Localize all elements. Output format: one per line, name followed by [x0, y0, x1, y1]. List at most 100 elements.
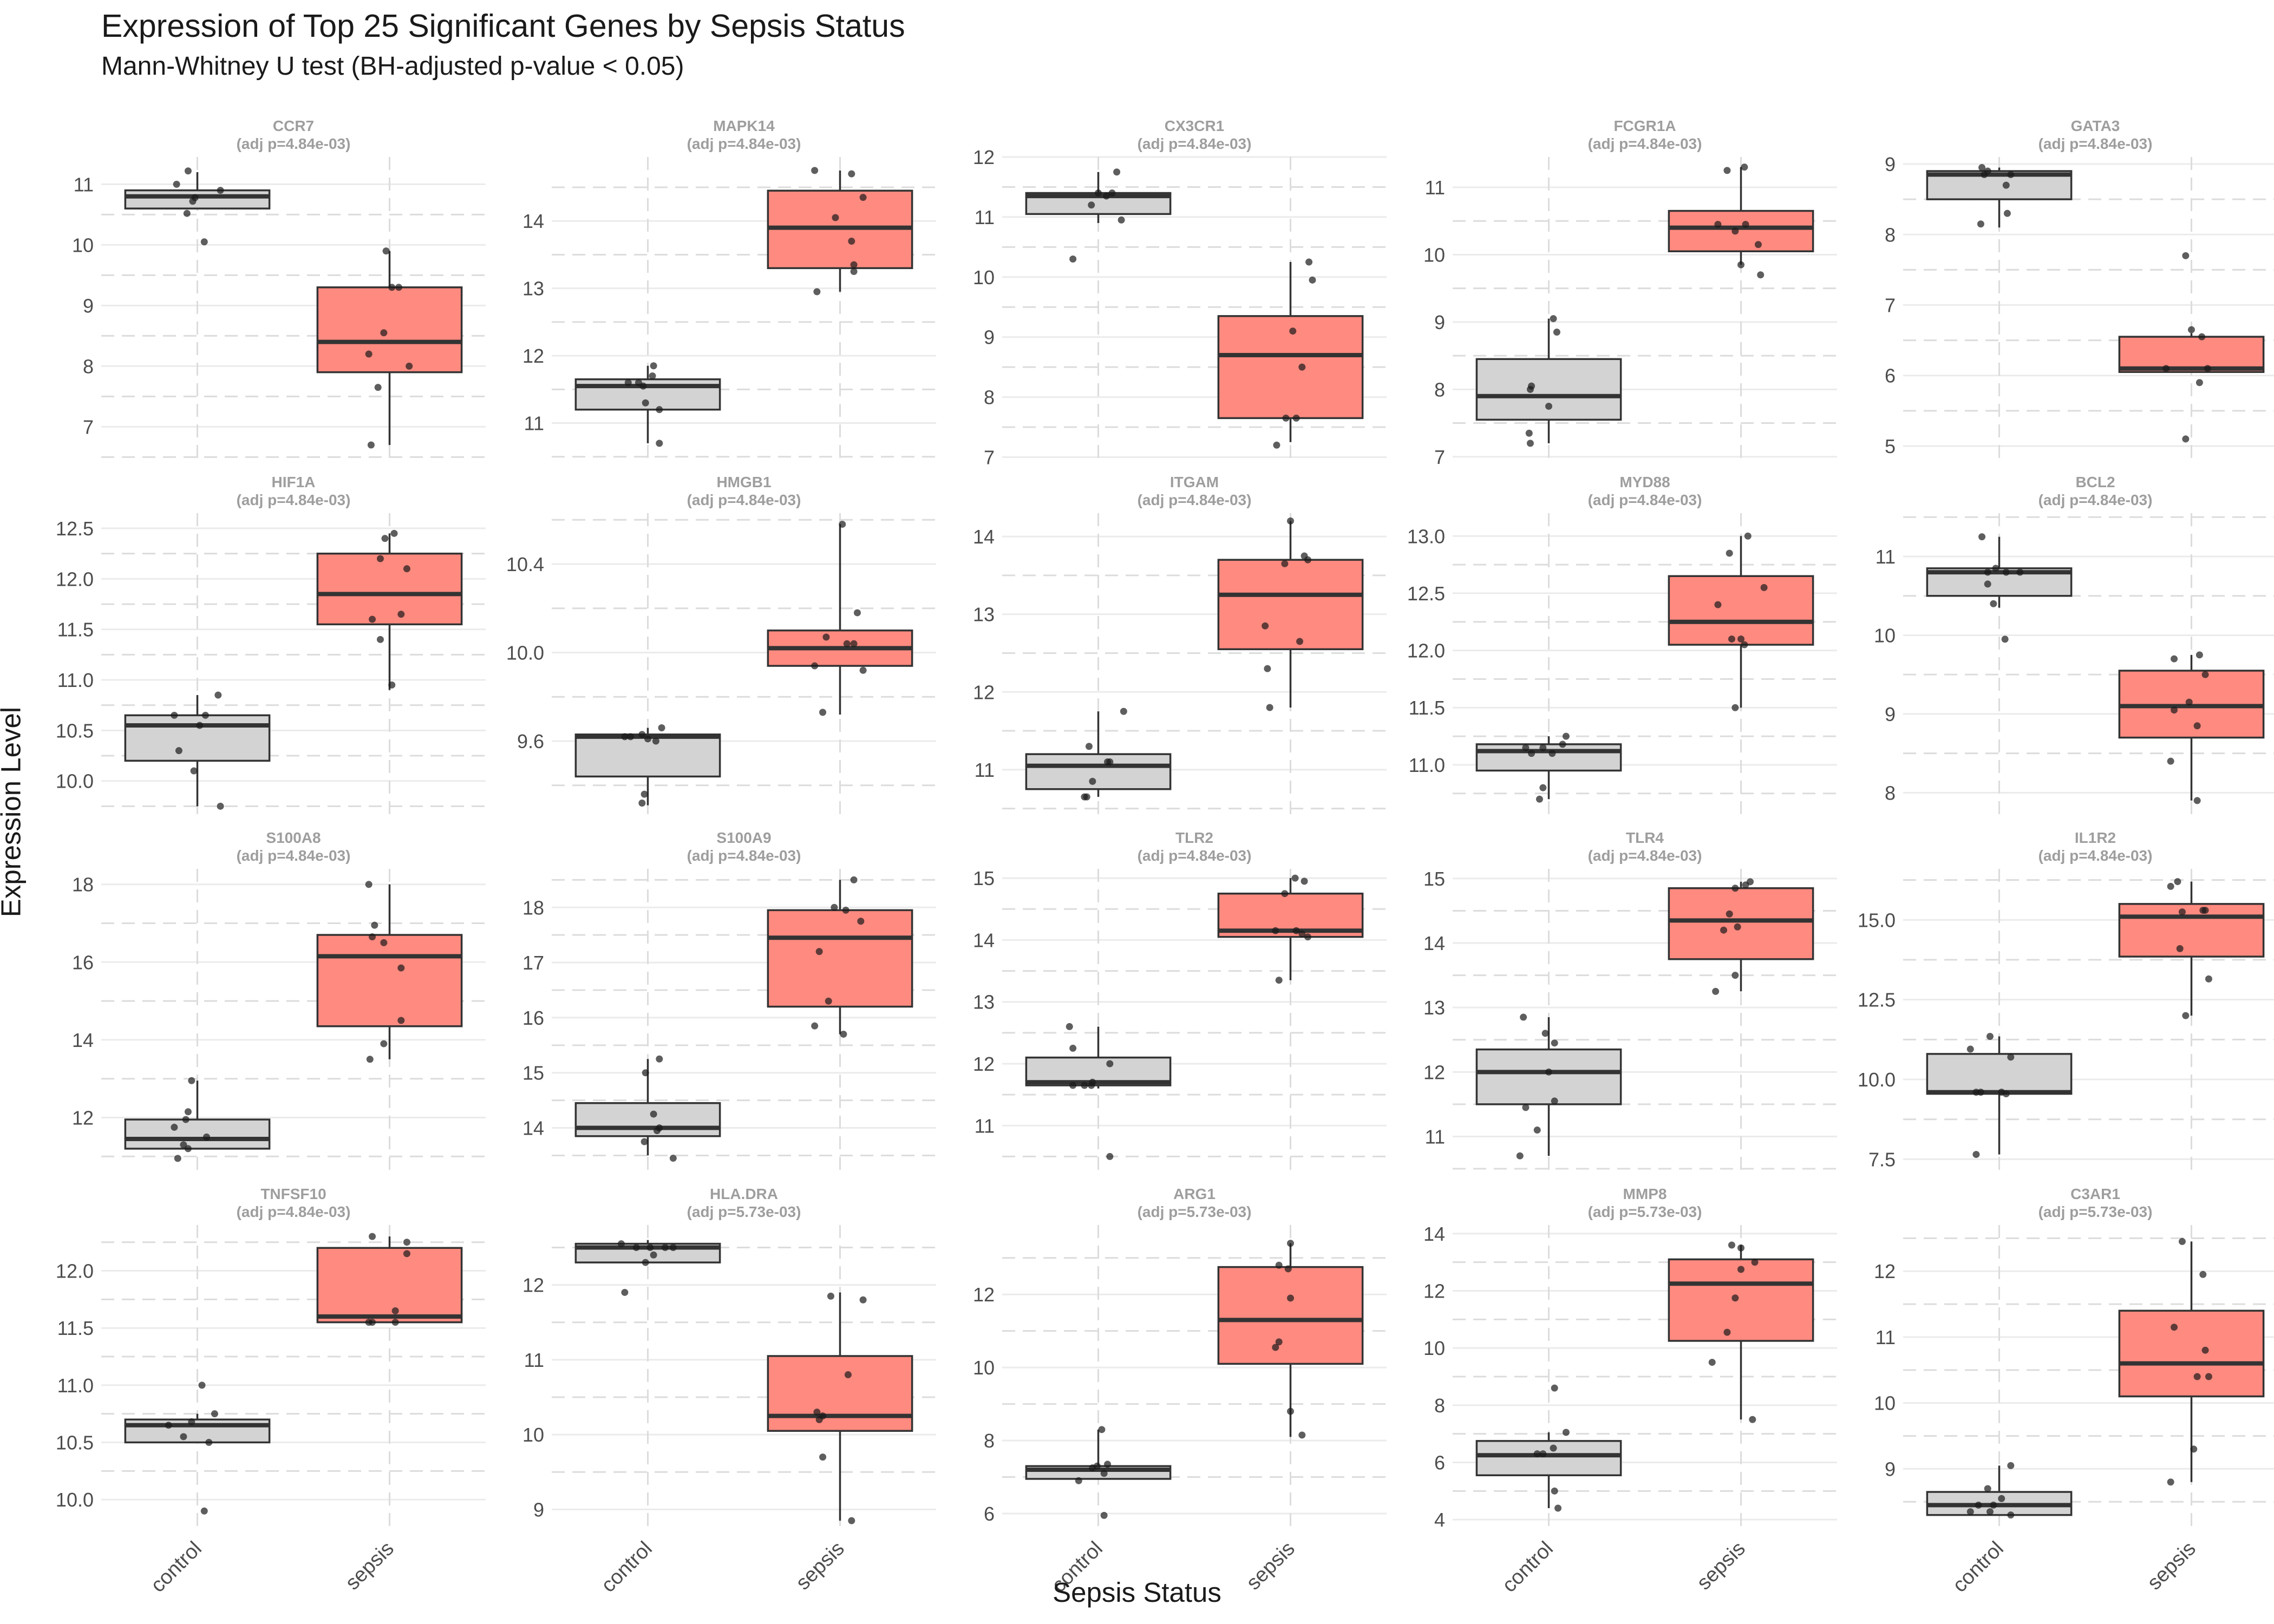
facet-gene-label: HIF1A — [272, 474, 316, 490]
data-point-sepsis — [1275, 1261, 1283, 1269]
data-point-control — [2002, 181, 2010, 189]
y-tick-label: 11.5 — [1409, 697, 1445, 719]
facet-pvalue-label: (adj p=4.84e-03) — [237, 492, 351, 508]
data-point-control — [638, 731, 646, 738]
data-point-sepsis — [1309, 276, 1316, 284]
y-tick-label: 11 — [1425, 1125, 1445, 1148]
data-point-sepsis — [1301, 878, 1308, 885]
data-point-sepsis — [822, 633, 830, 641]
data-point-sepsis — [1723, 1328, 1731, 1336]
data-point-sepsis — [857, 918, 865, 925]
facet-pvalue-label: (adj p=5.73e-03) — [2038, 1203, 2153, 1220]
data-point-sepsis — [850, 261, 858, 269]
data-point-control — [217, 802, 224, 810]
y-tick-label: 11.0 — [57, 1374, 94, 1397]
data-point-sepsis — [369, 615, 376, 623]
data-point-control — [669, 1155, 677, 1162]
data-point-sepsis — [1757, 271, 1765, 279]
data-point-sepsis — [850, 876, 858, 883]
data-point-control — [1522, 1104, 1530, 1111]
y-tick-label: 4 — [1434, 1509, 1445, 1531]
data-point-sepsis — [1287, 1240, 1294, 1247]
data-point-sepsis — [1287, 1294, 1294, 1302]
data-point-sepsis — [395, 284, 403, 291]
x-axis-label: Sepsis Status — [1053, 1577, 1221, 1608]
data-point-sepsis — [1731, 1294, 1739, 1302]
y-tick-label: 11 — [975, 1115, 995, 1137]
data-point-control — [203, 1133, 211, 1141]
data-point-control — [618, 1240, 625, 1248]
data-point-control — [641, 1138, 648, 1145]
box-sepsis — [2118, 336, 2265, 373]
box-control — [124, 1418, 271, 1444]
data-point-sepsis — [1264, 665, 1271, 672]
facet-gene-label: HLA.DRA — [710, 1186, 778, 1202]
facet-pvalue-label: (adj p=4.84e-03) — [1588, 847, 1702, 864]
data-point-sepsis — [1296, 638, 1304, 645]
y-tick-label: 12 — [1874, 1260, 1896, 1282]
data-point-sepsis — [2182, 252, 2190, 259]
data-point-sepsis — [842, 906, 850, 914]
data-point-sepsis — [2199, 1271, 2207, 1278]
data-point-control — [1528, 750, 1535, 757]
data-point-control — [211, 1410, 218, 1418]
y-tick-label: 7 — [83, 416, 94, 438]
data-point-sepsis — [1714, 220, 1722, 228]
data-point-control — [180, 1141, 187, 1149]
data-point-control — [1100, 1511, 1108, 1519]
data-point-sepsis — [1298, 1431, 1306, 1439]
data-point-control — [1113, 168, 1121, 176]
facet-pvalue-label: (adj p=4.84e-03) — [687, 492, 801, 508]
data-point-control — [669, 1243, 677, 1251]
data-point-control — [1539, 784, 1547, 791]
box-sepsis — [2118, 1309, 2265, 1398]
data-point-control — [183, 209, 191, 217]
y-tick-label: 9 — [984, 326, 995, 349]
box-control — [574, 1102, 721, 1137]
y-tick-label: 14 — [72, 1029, 94, 1051]
y-tick-label: 6 — [1434, 1451, 1445, 1474]
data-point-control — [1990, 600, 1997, 607]
box-sepsis — [1217, 1266, 1364, 1365]
data-point-control — [1088, 201, 1095, 209]
data-point-control — [654, 1127, 661, 1135]
facet-gene-label: TLR4 — [1626, 829, 1664, 846]
facet-s100a8: S100A8(adj p=4.84e-03) 12 14 16 18 — [72, 829, 486, 1172]
data-point-sepsis — [1728, 1241, 1735, 1249]
y-tick-label: 12 — [1423, 1280, 1445, 1302]
box-sepsis — [316, 552, 463, 626]
box-sepsis — [1668, 209, 1814, 252]
facet-pvalue-label: (adj p=4.84e-03) — [2038, 135, 2153, 152]
facet-gene-label: MYD88 — [1619, 474, 1670, 490]
data-point-control — [2016, 568, 2024, 576]
data-point-sepsis — [811, 662, 819, 670]
box-sepsis — [316, 934, 463, 1027]
y-tick-label: 11 — [524, 1349, 544, 1371]
facet-pvalue-label: (adj p=4.84e-03) — [1138, 492, 1252, 508]
data-point-sepsis — [1754, 241, 1762, 248]
box-sepsis — [316, 286, 463, 374]
data-point-control — [1986, 1508, 1994, 1516]
data-point-sepsis — [1726, 910, 1733, 918]
facet-ccr7: CCR7(adj p=4.84e-03) 7 8 9 10 11 — [72, 117, 486, 460]
data-point-sepsis — [1742, 220, 1749, 228]
data-point-control — [650, 1110, 657, 1118]
facet-gene-label: CX3CR1 — [1165, 117, 1224, 134]
data-point-control — [1551, 1097, 1558, 1105]
data-point-control — [658, 724, 665, 731]
data-point-control — [2007, 1462, 2015, 1469]
data-point-sepsis — [2182, 1012, 2190, 1019]
data-point-control — [200, 238, 208, 246]
y-tick-label: 11 — [1876, 1326, 1896, 1348]
data-point-control — [1966, 1508, 1974, 1516]
y-tick-label: 9.6 — [517, 730, 544, 752]
data-point-control — [1984, 1485, 1991, 1492]
data-point-control — [1551, 1039, 1558, 1047]
y-tick-label: 10.0 — [506, 642, 544, 664]
box-control — [1475, 1440, 1622, 1477]
data-point-sepsis — [1287, 517, 1294, 525]
data-point-control — [1075, 1477, 1082, 1484]
facet-pvalue-label: (adj p=5.73e-03) — [1138, 1203, 1252, 1220]
